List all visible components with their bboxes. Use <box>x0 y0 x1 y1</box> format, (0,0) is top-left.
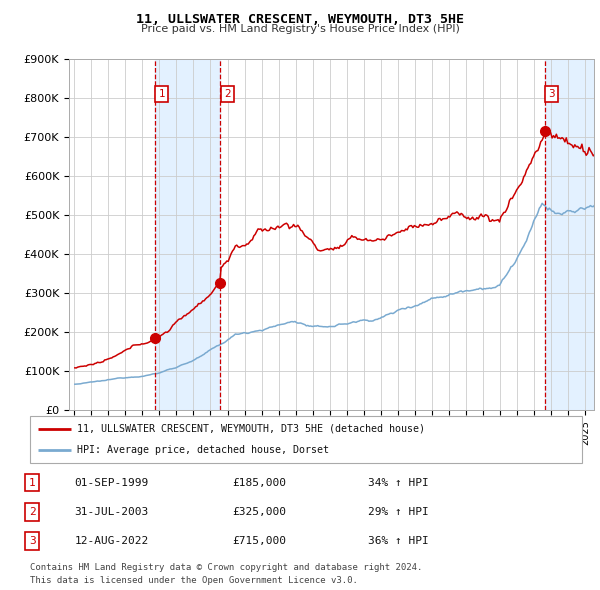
Text: £185,000: £185,000 <box>232 477 286 487</box>
Text: 36% ↑ HPI: 36% ↑ HPI <box>368 536 428 546</box>
Text: 31-JUL-2003: 31-JUL-2003 <box>74 507 149 517</box>
Text: 11, ULLSWATER CRESCENT, WEYMOUTH, DT3 5HE (detached house): 11, ULLSWATER CRESCENT, WEYMOUTH, DT3 5H… <box>77 424 425 434</box>
Text: 34% ↑ HPI: 34% ↑ HPI <box>368 477 428 487</box>
Text: 11, ULLSWATER CRESCENT, WEYMOUTH, DT3 5HE: 11, ULLSWATER CRESCENT, WEYMOUTH, DT3 5H… <box>136 13 464 26</box>
Text: 12-AUG-2022: 12-AUG-2022 <box>74 536 149 546</box>
Bar <box>545 59 594 410</box>
FancyBboxPatch shape <box>30 416 582 463</box>
Text: 2: 2 <box>224 89 230 99</box>
Text: £715,000: £715,000 <box>232 536 286 546</box>
Text: HPI: Average price, detached house, Dorset: HPI: Average price, detached house, Dors… <box>77 445 329 455</box>
Text: 3: 3 <box>29 536 35 546</box>
Text: Price paid vs. HM Land Registry's House Price Index (HPI): Price paid vs. HM Land Registry's House … <box>140 24 460 34</box>
Text: 3: 3 <box>548 89 555 99</box>
Text: 2: 2 <box>29 507 35 517</box>
Text: 01-SEP-1999: 01-SEP-1999 <box>74 477 149 487</box>
Text: 1: 1 <box>158 89 165 99</box>
Text: 29% ↑ HPI: 29% ↑ HPI <box>368 507 428 517</box>
Text: Contains HM Land Registry data © Crown copyright and database right 2024.: Contains HM Land Registry data © Crown c… <box>30 563 422 572</box>
Text: This data is licensed under the Open Government Licence v3.0.: This data is licensed under the Open Gov… <box>30 576 358 585</box>
Text: £325,000: £325,000 <box>232 507 286 517</box>
Bar <box>155 59 220 410</box>
Text: 1: 1 <box>29 477 35 487</box>
